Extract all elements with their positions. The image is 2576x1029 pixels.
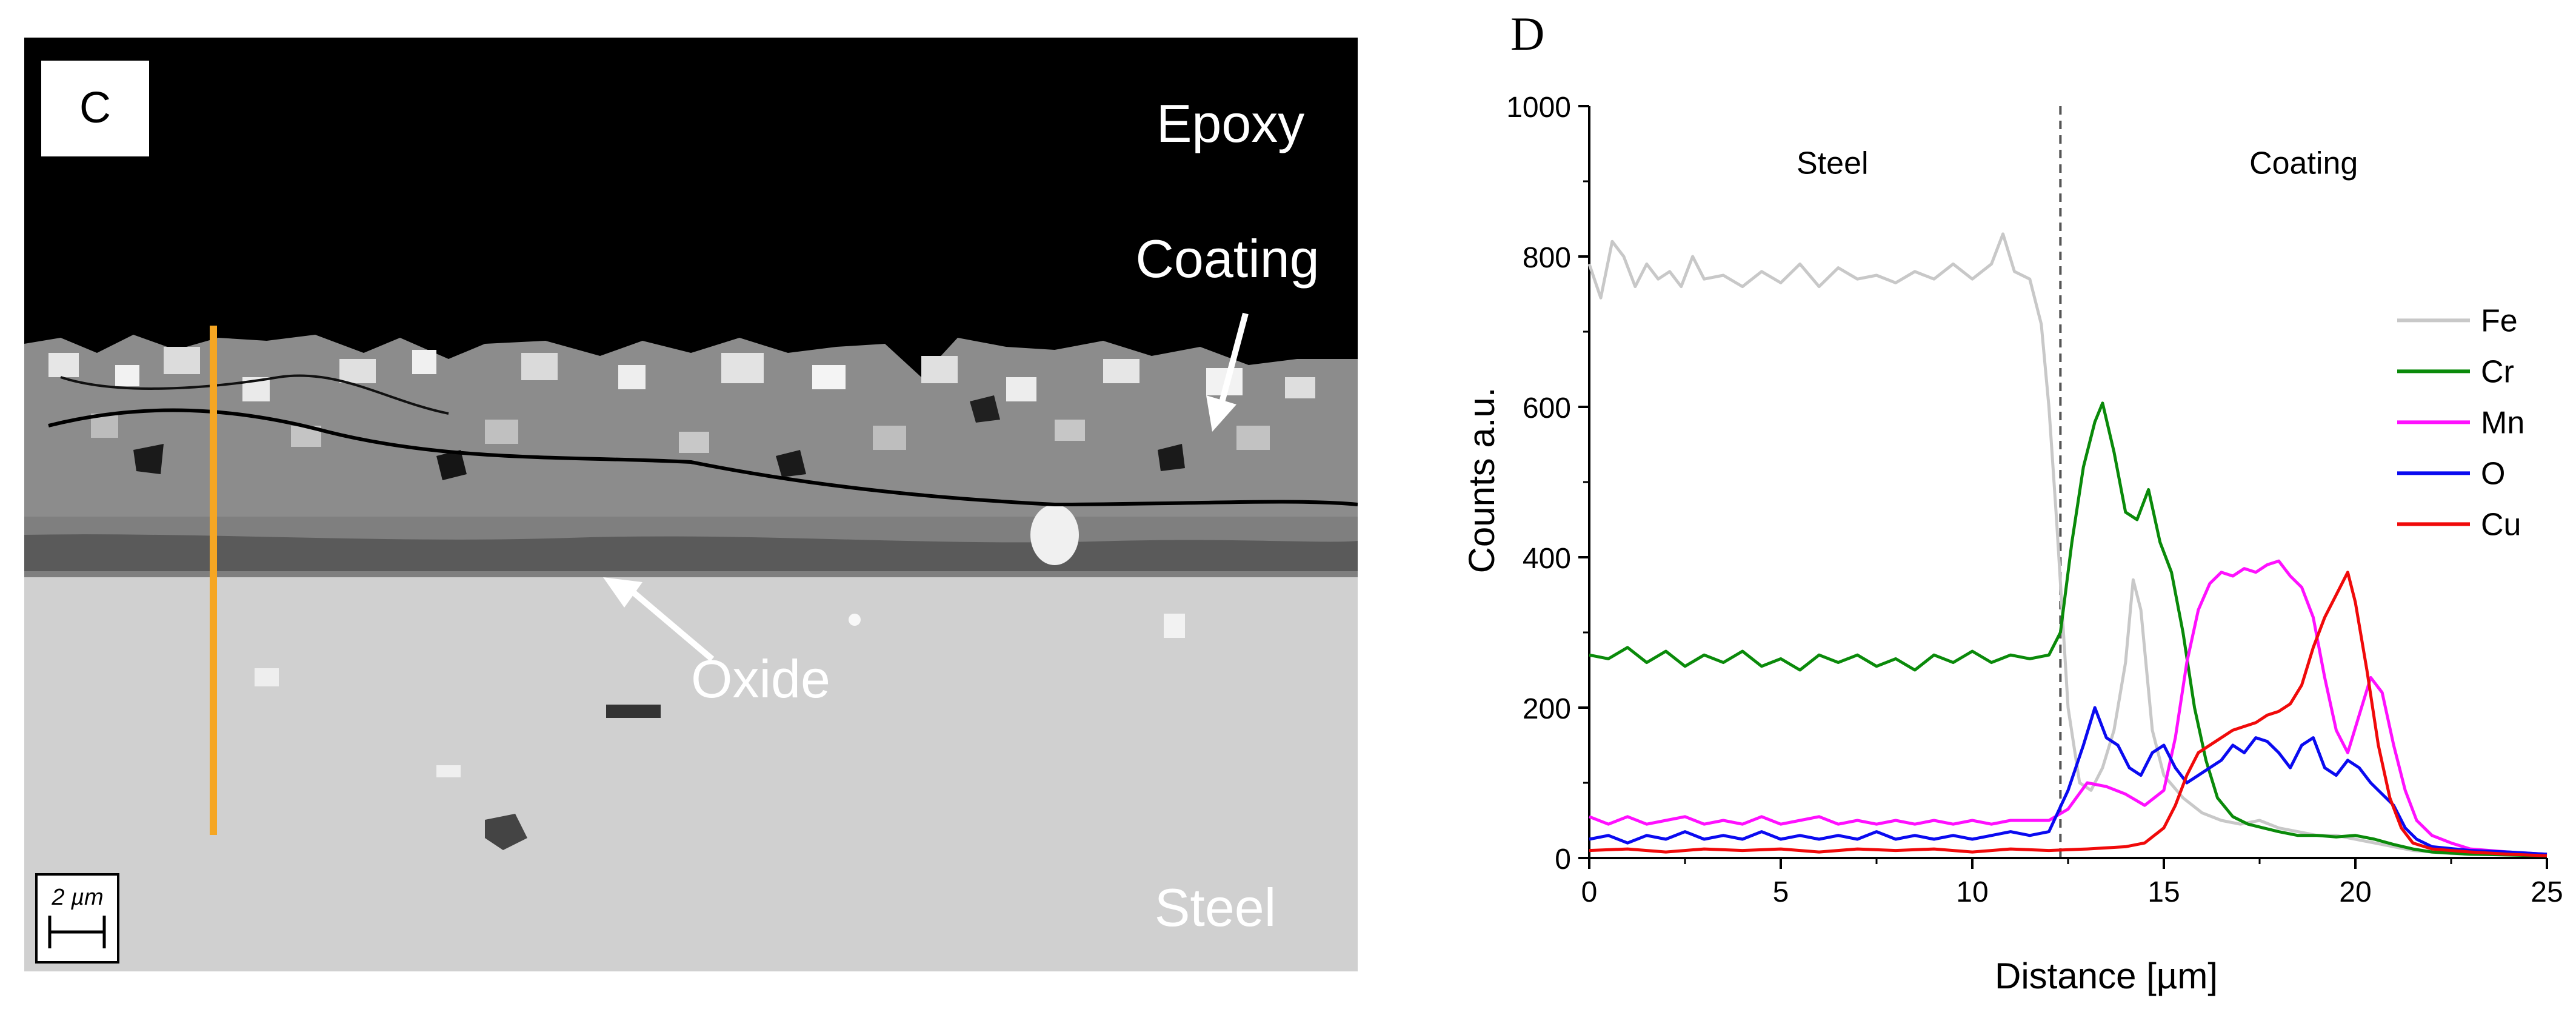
x-tick-label: 10 (1956, 876, 1988, 908)
x-tick-label: 5 (1773, 876, 1789, 908)
series-line-fe (1587, 232, 2547, 856)
crack-line-upper (60, 374, 449, 415)
legend-label-cu: Cu (2481, 507, 2521, 542)
scale-bar (48, 916, 106, 948)
legend-label-o: O (2481, 456, 2505, 491)
x-axis-label: Distance [µm] (1995, 956, 2218, 996)
epoxy-region (24, 38, 1358, 377)
y-axis-label: Counts a.u. (1461, 387, 1502, 574)
panel-label-d: D (1510, 7, 1544, 60)
series-line-cu (1589, 571, 2548, 857)
coating-arrow (1206, 312, 1249, 432)
oxide-arrow (603, 577, 715, 662)
eds-line-scan-chart: D 0 200 400 600 800 1000 0 5 10 15 20 25 Steel Coati… (1461, 7, 2563, 996)
label-epoxy: Epoxy (1156, 93, 1305, 153)
legend-label-fe: Fe (2481, 303, 2518, 338)
label-coating: Coating (1135, 229, 1319, 289)
coating-layer (24, 335, 1358, 517)
region-label-coating: Coating (2249, 146, 2358, 181)
oxide-dark-band (24, 534, 1358, 571)
y-tick-label: 600 (1523, 392, 1571, 424)
y-tick-label: 1000 (1506, 92, 1571, 124)
series-line-cr (1589, 401, 2548, 857)
y-tick-label: 400 (1523, 543, 1571, 575)
steel-inclusions (255, 614, 1185, 850)
x-tick-label: 0 (1581, 876, 1598, 908)
label-oxide: Oxide (691, 649, 830, 709)
coating-grains (48, 347, 1315, 565)
x-tick-label: 20 (2339, 876, 2371, 908)
series-line-o (1589, 706, 2548, 856)
x-tick-label: 25 (2531, 876, 2563, 908)
series-line-mn (1589, 559, 2548, 856)
panel-label-box (41, 61, 149, 156)
legend-label-cr: Cr (2481, 354, 2514, 389)
sem-micrograph: C Epoxy Coating Oxide Steel 2 µm (24, 38, 1358, 971)
y-tick-label: 800 (1523, 242, 1571, 274)
x-tick-label: 15 (2147, 876, 2180, 908)
scale-bar-label: 2 µm (51, 885, 103, 910)
crack-line (48, 408, 1358, 507)
y-tick-label: 200 (1523, 693, 1571, 725)
y-tick-label: 0 (1555, 843, 1571, 876)
legend-label-mn: Mn (2481, 405, 2524, 440)
panel-label-c: C (79, 84, 111, 132)
label-steel: Steel (1155, 877, 1276, 937)
region-label-steel: Steel (1797, 146, 1869, 181)
